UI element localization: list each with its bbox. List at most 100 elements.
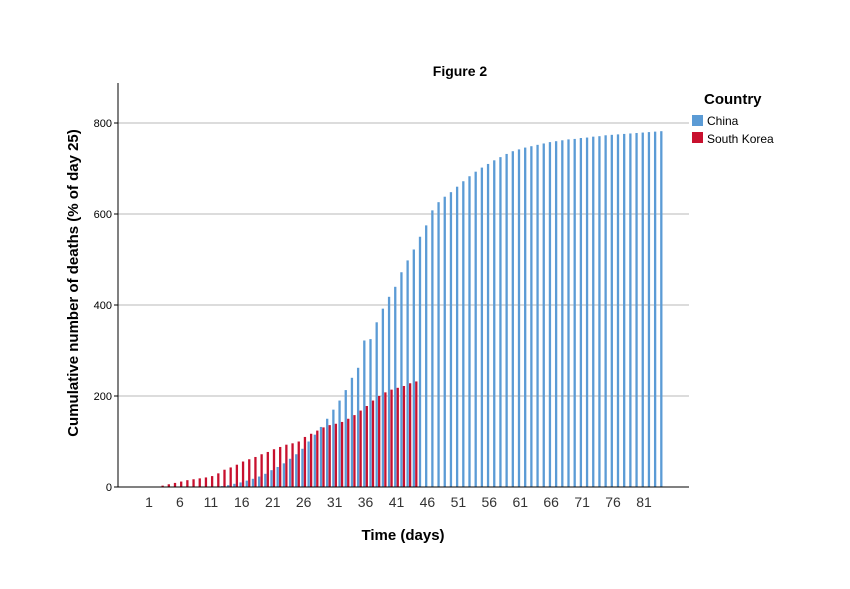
bar-south-korea-day-44	[415, 381, 418, 487]
bar-china-day-21	[270, 470, 273, 487]
bar-china-day-22	[276, 466, 279, 487]
bar-china-day-41	[394, 286, 397, 487]
bar-china-day-50	[449, 192, 453, 487]
bar-china-day-43	[406, 260, 409, 487]
bar-china-day-83	[653, 131, 657, 487]
bar-china-day-19	[257, 476, 261, 487]
bar-china-day-57	[493, 160, 496, 487]
legend-swatch-south-korea	[692, 132, 703, 143]
y-tick-label-0: 0	[106, 482, 112, 494]
bar-china-day-79	[629, 133, 632, 487]
bar-china-day-61	[517, 149, 521, 487]
bar-china-day-53	[468, 176, 471, 488]
bar-south-korea-day-40	[390, 389, 393, 487]
bar-china-day-49	[443, 196, 446, 487]
bar-south-korea-day-15	[235, 464, 239, 487]
bar-china-day-36	[363, 340, 366, 487]
bar-south-korea-day-30	[328, 425, 331, 487]
bar-china-day-29	[319, 426, 323, 487]
x-tick-label-26: 26	[296, 494, 312, 510]
bar-china-day-28	[313, 434, 316, 487]
x-tick-label-81: 81	[636, 494, 652, 510]
bar-china-day-64	[536, 144, 539, 487]
x-tick-label-56: 56	[482, 494, 498, 510]
bar-south-korea-day-28	[316, 430, 319, 487]
bars	[161, 131, 663, 488]
bar-china-day-20	[264, 473, 267, 487]
bar-south-korea-day-33	[347, 418, 350, 487]
bar-china-day-75	[604, 135, 607, 487]
bar-china-day-82	[647, 132, 651, 487]
bar-china-day-56	[486, 163, 490, 487]
bar-south-korea-day-32	[340, 421, 344, 487]
bar-china-day-47	[431, 210, 434, 488]
bar-south-korea-day-36	[365, 406, 368, 487]
bar-china-day-40	[387, 296, 391, 487]
bar-south-korea-day-22	[279, 446, 282, 487]
bar-china-day-63	[530, 146, 533, 487]
y-tick-labels: 0 200 400 600 800	[94, 118, 118, 494]
legend-title: Country	[704, 91, 762, 108]
bar-china-day-66	[548, 142, 552, 488]
bar-china-day-51	[455, 186, 459, 487]
bar-china-day-65	[542, 143, 545, 487]
bar-south-korea-day-17	[248, 459, 251, 487]
bar-china-day-74	[598, 136, 601, 487]
chart-title: Figure 2	[433, 63, 488, 79]
bar-china-day-73	[592, 136, 595, 487]
bar-china-day-26	[301, 448, 304, 487]
bar-south-korea-day-7	[186, 480, 189, 487]
x-tick-label-51: 51	[451, 494, 467, 510]
bar-china-day-84	[660, 131, 663, 487]
x-tick-label-71: 71	[574, 494, 590, 510]
x-tick-label-1: 1	[145, 494, 153, 510]
x-tick-label-46: 46	[420, 494, 436, 510]
gridlines	[118, 122, 689, 397]
bar-china-day-34	[350, 377, 354, 487]
bar-china-day-44	[412, 249, 415, 487]
bar-china-day-18	[251, 478, 255, 487]
y-tick-label-400: 400	[94, 300, 112, 312]
bar-china-day-58	[499, 157, 502, 487]
bar-china-day-33	[344, 390, 347, 487]
bar-china-day-72	[585, 137, 589, 487]
bar-china-day-37	[369, 339, 372, 487]
bar-china-day-71	[579, 138, 583, 487]
bar-china-day-67	[554, 141, 558, 487]
bar-south-korea-day-43	[408, 383, 412, 487]
bar-china-day-69	[567, 139, 570, 487]
legend-label-south-korea: South Korea	[707, 132, 774, 146]
bar-china-day-52	[462, 181, 465, 488]
bar-south-korea-day-11	[210, 476, 214, 487]
bar-china-day-15	[233, 483, 236, 487]
bar-china-day-45	[418, 236, 422, 487]
bar-south-korea-day-14	[229, 467, 232, 487]
x-tick-labels: 1 6 11 16 21 26 31 36 41 46 51 56 61 66 71 76 81	[145, 494, 652, 510]
x-tick-label-16: 16	[234, 494, 250, 510]
bar-china-day-48	[437, 202, 440, 488]
bar-china-day-54	[474, 171, 477, 487]
bar-china-day-24	[288, 458, 292, 487]
bar-south-korea-day-21	[272, 449, 276, 487]
bar-south-korea-day-10	[204, 477, 208, 487]
bar-south-korea-day-29	[322, 427, 325, 487]
bar-china-day-25	[295, 454, 298, 487]
bar-south-korea-day-8	[192, 479, 195, 487]
x-tick-label-11: 11	[204, 494, 219, 510]
bar-china-day-81	[641, 132, 644, 487]
bar-south-korea-day-31	[334, 423, 338, 487]
y-tick-label-600: 600	[94, 209, 112, 221]
bar-south-korea-day-34	[353, 415, 356, 487]
x-tick-label-21: 21	[265, 494, 281, 510]
bar-south-korea-day-12	[217, 473, 220, 487]
bar-south-korea-day-18	[254, 456, 257, 487]
bar-china-day-38	[375, 322, 378, 487]
bar-south-korea-day-25	[297, 441, 300, 487]
bar-china-day-55	[480, 167, 484, 487]
x-tick-label-36: 36	[358, 494, 374, 510]
bar-china-day-59	[505, 153, 508, 487]
bar-south-korea-day-24	[291, 443, 294, 487]
bar-south-korea-day-4	[167, 484, 170, 487]
x-tick-label-66: 66	[543, 494, 559, 510]
